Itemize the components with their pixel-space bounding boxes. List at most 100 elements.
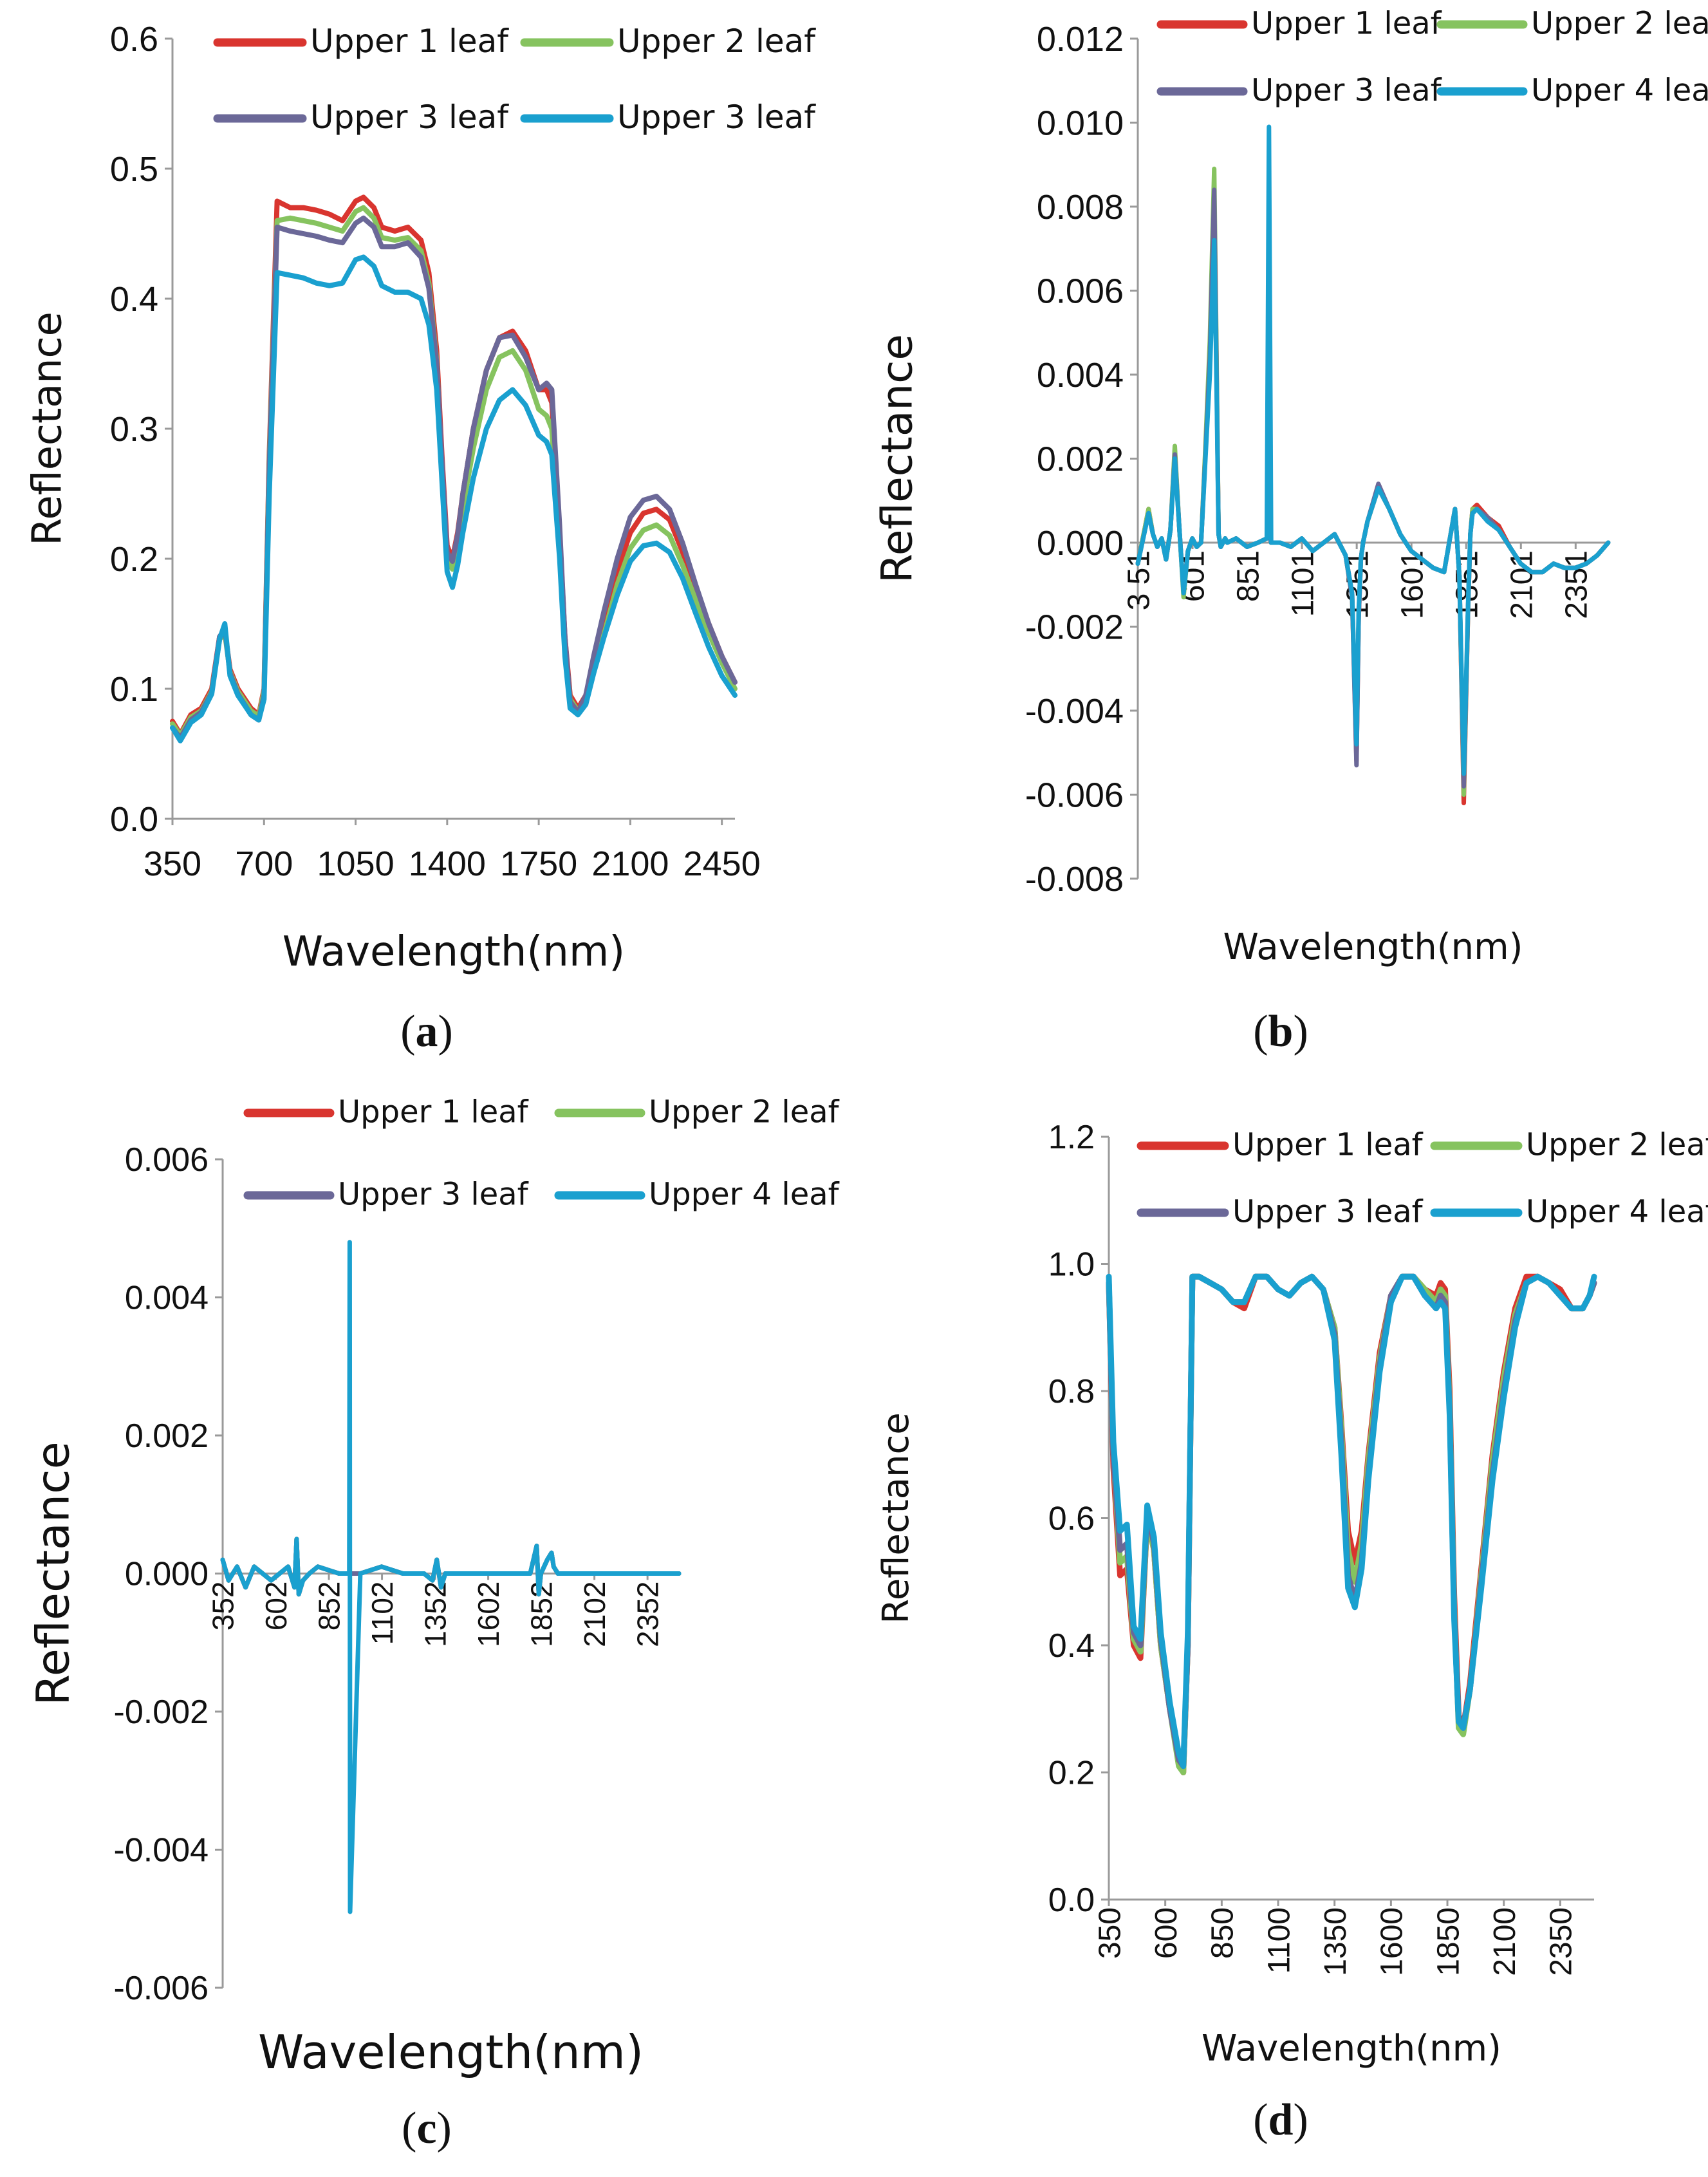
- y-tick-label: 0.4: [110, 280, 158, 319]
- x-axis-title: Wavelength(nm): [1223, 926, 1523, 968]
- legend-label: Upper 1 leaf: [310, 23, 509, 60]
- x-tick-label: 1352: [419, 1582, 452, 1647]
- x-tick-label: 1400: [409, 845, 486, 883]
- panel-label: d: [1268, 2095, 1294, 2145]
- panel-c: -0.006 -0.004 -0.002 0.000 0.002 0.004 0.006 35…: [0, 1088, 854, 2177]
- panel-a: 0.0 0.1 0.2 0.3 0.4 0.5 0.6 350 700 1050 1400 1750 2…: [0, 0, 854, 1088]
- chart-c: -0.006 -0.004 -0.002 0.000 0.002 0.004 0.006 35…: [27, 1094, 840, 2153]
- legend-label: Upper 1 leaf: [338, 1094, 529, 1130]
- x-tick-label: 1852: [525, 1582, 559, 1647]
- x-tick-label: 1750: [500, 845, 577, 883]
- series-line-2: [170, 205, 738, 738]
- y-tick-label: 0.004: [125, 1280, 209, 1317]
- y-tick-label: 0.002: [125, 1417, 209, 1455]
- series-line-1: [170, 194, 738, 737]
- series-line-1: [1106, 1273, 1597, 1775]
- series-line-3: [170, 215, 738, 741]
- x-tick-label: 700: [235, 845, 293, 883]
- x-tick-label: 600: [1149, 1907, 1184, 1959]
- series-line-2: [1106, 1273, 1597, 1775]
- legend-label: Upper 2 leaf: [1531, 5, 1708, 41]
- legend-label: Upper 3 leaf: [1251, 72, 1442, 108]
- y-axis-title: Reflectance: [873, 334, 922, 583]
- chart-b: -0.008 -0.006 -0.004 -0.002 0.000 0.002 0.004 0…: [873, 5, 1708, 1056]
- y-tick-label: -0.004: [114, 1832, 209, 1869]
- y-tick-label: -0.002: [114, 1694, 209, 1731]
- x-tick-label: 2100: [1488, 1907, 1522, 1976]
- x-axis-title: Wavelength(nm): [283, 928, 626, 976]
- y-axis-title: Reflectance: [875, 1412, 917, 1623]
- y-tick-label: -0.006: [1025, 776, 1124, 814]
- legend-label: Upper 1 leaf: [1251, 5, 1442, 41]
- y-tick-label: 0.6: [110, 20, 158, 59]
- y-tick-label: 1.0: [1048, 1246, 1095, 1284]
- panel-caption: (c): [402, 2104, 452, 2153]
- x-tick-label: 2350: [1545, 1907, 1579, 1976]
- series-line-3: [1135, 187, 1611, 789]
- y-tick-label: 0.4: [1048, 1627, 1095, 1665]
- series-group: [220, 1240, 682, 1914]
- y-tick-label: 0.006: [125, 1141, 209, 1179]
- panel-caption: (b): [1253, 1007, 1308, 1056]
- x-tick-label: 2450: [683, 845, 761, 883]
- series-line-4: [220, 1240, 682, 1914]
- panel-label: c: [416, 2104, 436, 2153]
- legend-label: Upper 4 leaf: [649, 1176, 840, 1212]
- x-tick-label: 1102: [366, 1582, 399, 1645]
- panel-caption: (a): [400, 1007, 453, 1056]
- y-tick-label: 0.010: [1037, 104, 1124, 142]
- y-tick-label: 0.1: [110, 670, 158, 709]
- y-tick-label: 0.006: [1037, 272, 1124, 310]
- chart-a: 0.0 0.1 0.2 0.3 0.4 0.5 0.6 350 700 1050 1400 1750 2…: [24, 20, 817, 1056]
- series-group: [1106, 1273, 1597, 1775]
- series-line-4: [1135, 124, 1611, 776]
- panel-label: b: [1268, 1007, 1294, 1056]
- x-axis-title: Wavelength(nm): [1202, 2028, 1501, 2070]
- x-axis-title: Wavelength(nm): [258, 2025, 644, 2079]
- x-tick-label: 2101: [1505, 550, 1539, 619]
- x-tick-label: 852: [313, 1582, 346, 1631]
- x-tick-label: 1850: [1431, 1907, 1465, 1976]
- y-tick-label: 0.002: [1037, 440, 1124, 478]
- y-tick-label: 0.2: [110, 540, 158, 579]
- x-tick-label: 352: [207, 1582, 240, 1631]
- legend-label: Upper 3 leaf: [1232, 1193, 1424, 1229]
- y-axis-title: Reflectance: [24, 312, 71, 546]
- series-line-2: [1135, 166, 1611, 797]
- y-tick-label: 0.5: [110, 150, 158, 189]
- legend-label: Upper 3 leaf: [617, 98, 816, 136]
- y-tick-label: 0.8: [1048, 1373, 1095, 1410]
- chart-d: 0.0 0.2 0.4 0.6 0.8 1.0 1.2 350 600 850 1100 1350 16…: [875, 1119, 1708, 2145]
- y-tick-label: 0.0: [110, 800, 158, 839]
- series-group: [170, 194, 738, 743]
- legend-label: Upper 2 leaf: [649, 1094, 840, 1130]
- y-tick-label: -0.006: [114, 1970, 209, 2007]
- x-tick-label: 1050: [317, 845, 394, 883]
- legend-label: Upper 2 leaf: [1526, 1126, 1708, 1163]
- x-tick-label: 2352: [631, 1582, 665, 1647]
- series-line-3: [1106, 1273, 1597, 1770]
- y-tick-label: 1.2: [1048, 1119, 1095, 1156]
- y-tick-label: 0.008: [1037, 188, 1124, 227]
- y-tick-label: 0.000: [1037, 524, 1124, 563]
- panel-b: -0.008 -0.006 -0.004 -0.002 0.000 0.002 0.004 0…: [854, 0, 1708, 1088]
- y-tick-label: 0.3: [110, 410, 158, 449]
- x-tick-label: 350: [1093, 1907, 1127, 1959]
- y-tick-label: -0.008: [1025, 860, 1124, 899]
- y-tick-label: 0.000: [125, 1556, 209, 1593]
- x-tick-label: 850: [1206, 1907, 1240, 1959]
- panel-caption: (d): [1253, 2095, 1308, 2145]
- x-tick-label: 2102: [578, 1582, 611, 1647]
- legend-label: Upper 3 leaf: [338, 1176, 529, 1212]
- series-line-4: [1106, 1273, 1597, 1770]
- legend-label: Upper 4 leaf: [1531, 72, 1708, 108]
- legend-label: Upper 4 leaf: [1526, 1193, 1708, 1229]
- x-tick-label: 2100: [591, 845, 669, 883]
- legend-label: Upper 2 leaf: [617, 23, 816, 60]
- x-tick-label: 1350: [1319, 1907, 1353, 1976]
- x-tick-label: 1100: [1262, 1907, 1296, 1974]
- y-tick-label: 0.004: [1037, 356, 1124, 395]
- x-tick-label: 1600: [1375, 1907, 1409, 1976]
- panel-label: a: [416, 1007, 438, 1056]
